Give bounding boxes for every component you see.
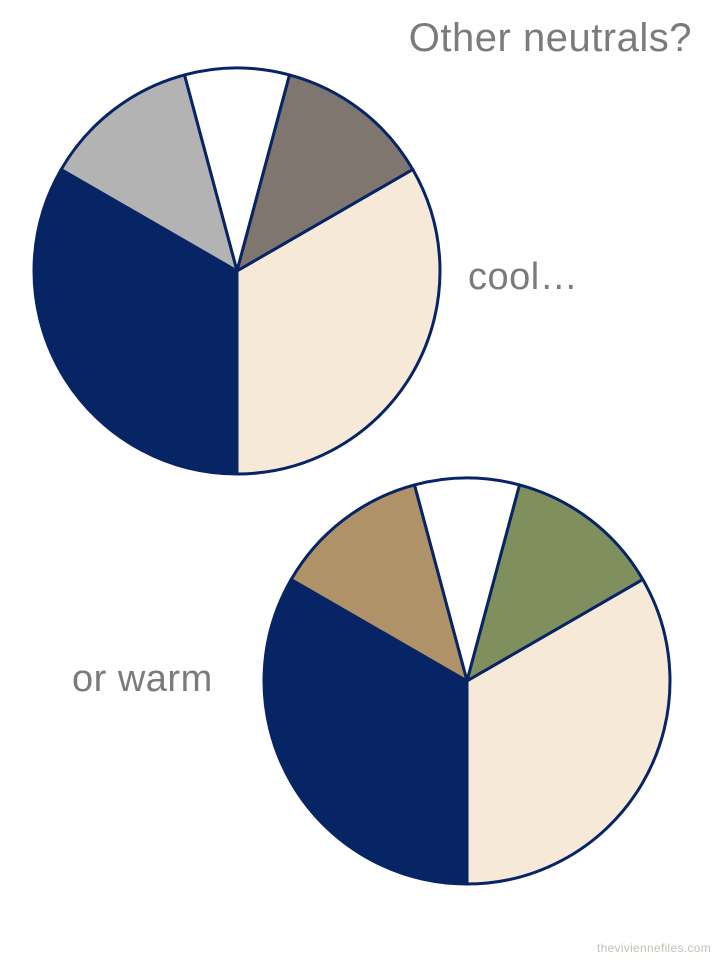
page-title: Other neutrals? bbox=[408, 16, 692, 60]
pie-slice-navy bbox=[32, 168, 239, 476]
pie-slice-light-gray bbox=[59, 73, 239, 273]
cool-annotation: cool… bbox=[468, 256, 579, 298]
pie-slice-warm-gray bbox=[235, 73, 415, 273]
pie-slice-camel bbox=[289, 483, 469, 683]
pie-slice-cream bbox=[235, 168, 442, 476]
pie-chart-warm-neutrals bbox=[262, 476, 672, 886]
warm-annotation: or warm bbox=[72, 658, 213, 700]
pie-slice-cream bbox=[465, 578, 672, 886]
pie-slice-white bbox=[412, 476, 522, 683]
pie-slice-olive-green bbox=[465, 483, 645, 683]
site-watermark: theviviennefiles.com bbox=[596, 941, 711, 955]
pie-slice-white bbox=[182, 66, 292, 273]
pie-slice-navy bbox=[262, 578, 469, 886]
pie-chart-cool-neutrals bbox=[32, 66, 442, 476]
